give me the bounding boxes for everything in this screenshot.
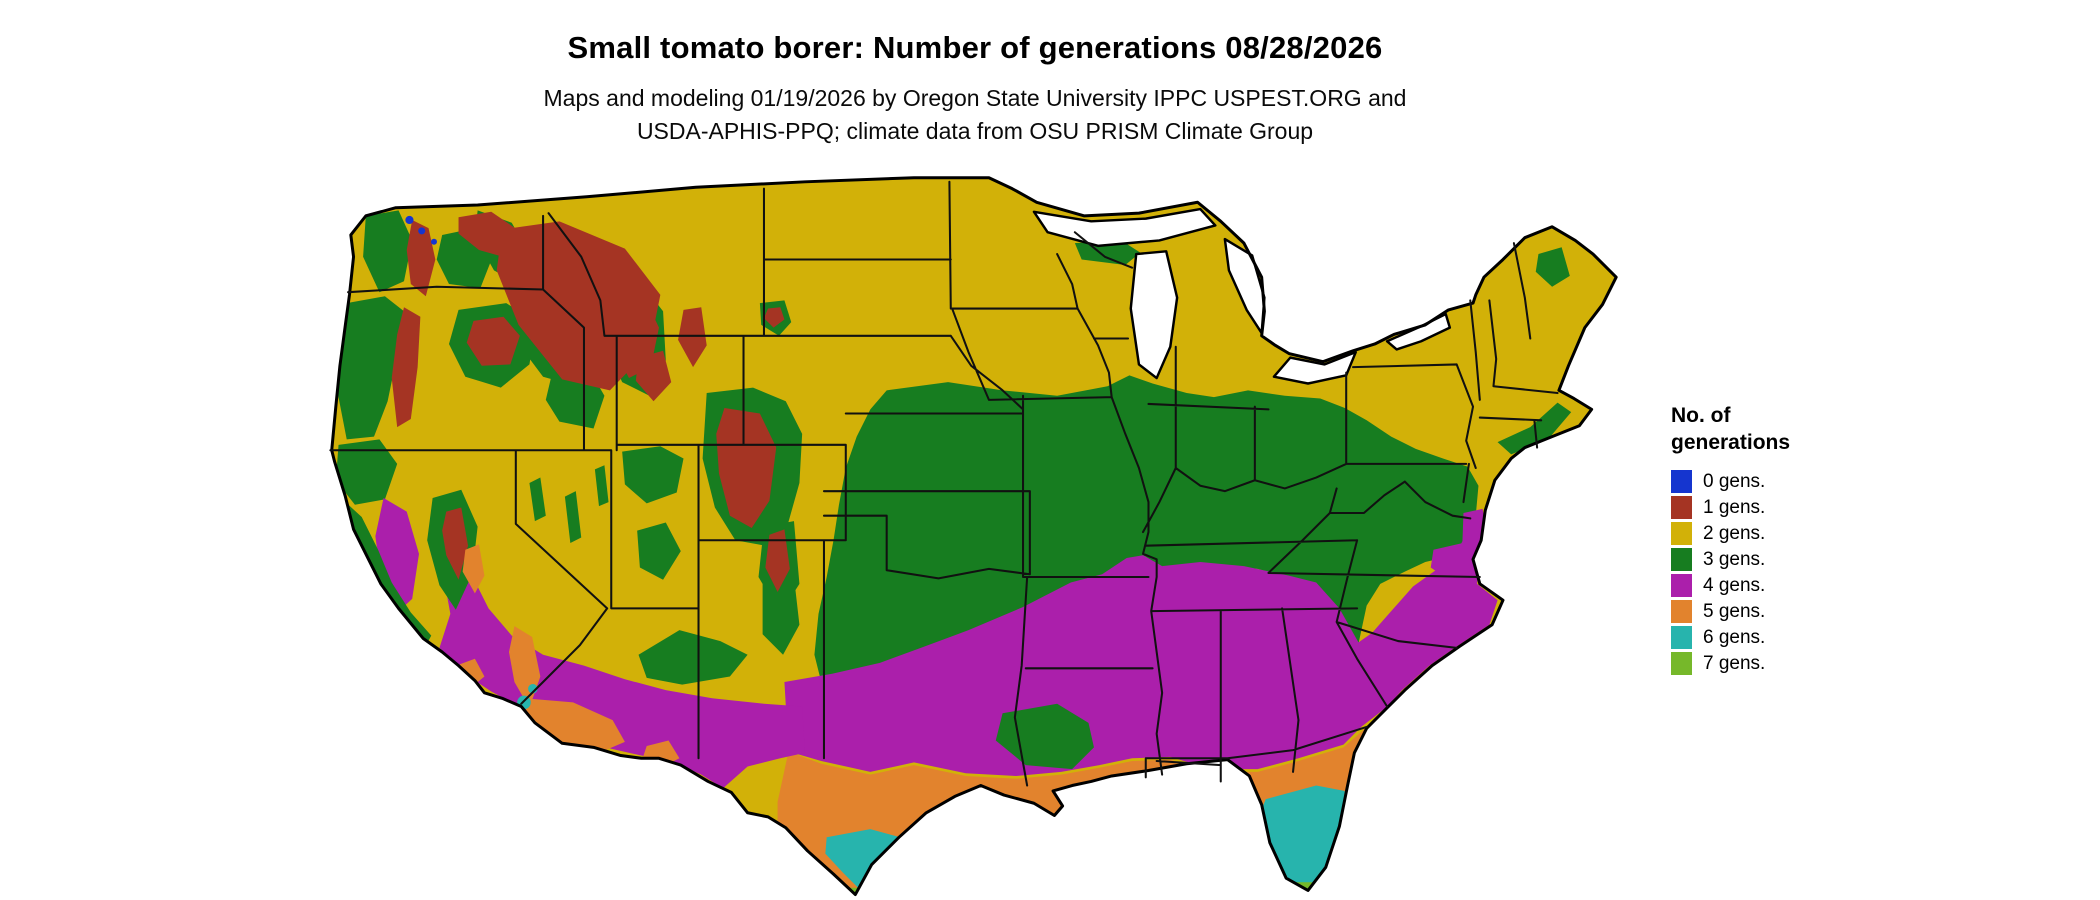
legend-items: 0 gens. 1 gens. 2 gens. 3 gens. 4 gens. …	[1671, 470, 1901, 675]
legend-label: 1 gens.	[1703, 496, 1766, 518]
legend-label: 4 gens.	[1703, 574, 1766, 596]
legend-swatch-2gens	[1671, 522, 1692, 545]
region-3gens-east	[814, 375, 1479, 682]
legend-item: 5 gens.	[1671, 600, 1901, 623]
legend-label: 5 gens.	[1703, 600, 1766, 622]
legend-label: 7 gens.	[1703, 652, 1766, 674]
legend-swatch-4gens	[1671, 574, 1692, 597]
legend-swatch-7gens	[1671, 652, 1692, 675]
region-0gens-spots	[405, 215, 437, 245]
region-7gens-areas	[848, 882, 1332, 895]
legend-item: 1 gens.	[1671, 496, 1901, 519]
legend-swatch-3gens	[1671, 548, 1692, 571]
legend-label: 3 gens.	[1703, 548, 1766, 570]
map-canvas	[329, 176, 1618, 897]
us-outline	[330, 176, 1618, 897]
zero-gens-spot	[405, 215, 414, 225]
legend-item: 2 gens.	[1671, 522, 1901, 545]
legend-title: No. of generations	[1671, 402, 1901, 456]
legend: No. of generations 0 gens. 1 gens. 2 gen…	[1671, 402, 1901, 678]
region-1gen-sierra	[442, 507, 469, 580]
page-title: Small tomato borer: Number of generation…	[567, 30, 1383, 65]
subtitle-line-1: Maps and modeling 01/19/2026 by Oregon S…	[543, 85, 1407, 111]
legend-label: 6 gens.	[1703, 626, 1766, 648]
region-5gens-west	[454, 544, 680, 768]
legend-item: 0 gens.	[1671, 470, 1901, 493]
subtitle-line-2: USDA-APHIS-PPQ; climate data from OSU PR…	[636, 118, 1314, 144]
legend-item: 7 gens.	[1671, 652, 1901, 675]
legend-swatch-1gens	[1671, 496, 1692, 519]
region-4gens-band	[784, 521, 1498, 776]
region-1gen-mountains	[391, 204, 1141, 593]
legend-item: 4 gens.	[1671, 574, 1901, 597]
state-borders	[329, 180, 1559, 787]
header: Small tomato borer: Number of generation…	[0, 0, 1950, 148]
legend-label: 2 gens.	[1703, 522, 1766, 544]
legend-title-line-2: generations	[1671, 431, 1791, 454]
us-generations-map	[314, 175, 1623, 900]
subtitle: Maps and modeling 01/19/2026 by Oregon S…	[0, 82, 1950, 148]
legend-label: 0 gens.	[1703, 470, 1766, 492]
region-4gens-west	[375, 497, 1490, 789]
legend-swatch-5gens	[1671, 600, 1692, 623]
legend-item: 6 gens.	[1671, 626, 1901, 649]
zero-gens-spot	[430, 238, 437, 245]
legend-item: 3 gens.	[1671, 548, 1901, 571]
zero-gens-spot	[418, 227, 426, 235]
legend-swatch-0gens	[1671, 470, 1692, 493]
legend-swatch-6gens	[1671, 626, 1692, 649]
lake-erie	[1272, 350, 1357, 385]
lake-michigan	[1129, 250, 1179, 380]
legend-title-line-1: No. of	[1671, 404, 1731, 427]
